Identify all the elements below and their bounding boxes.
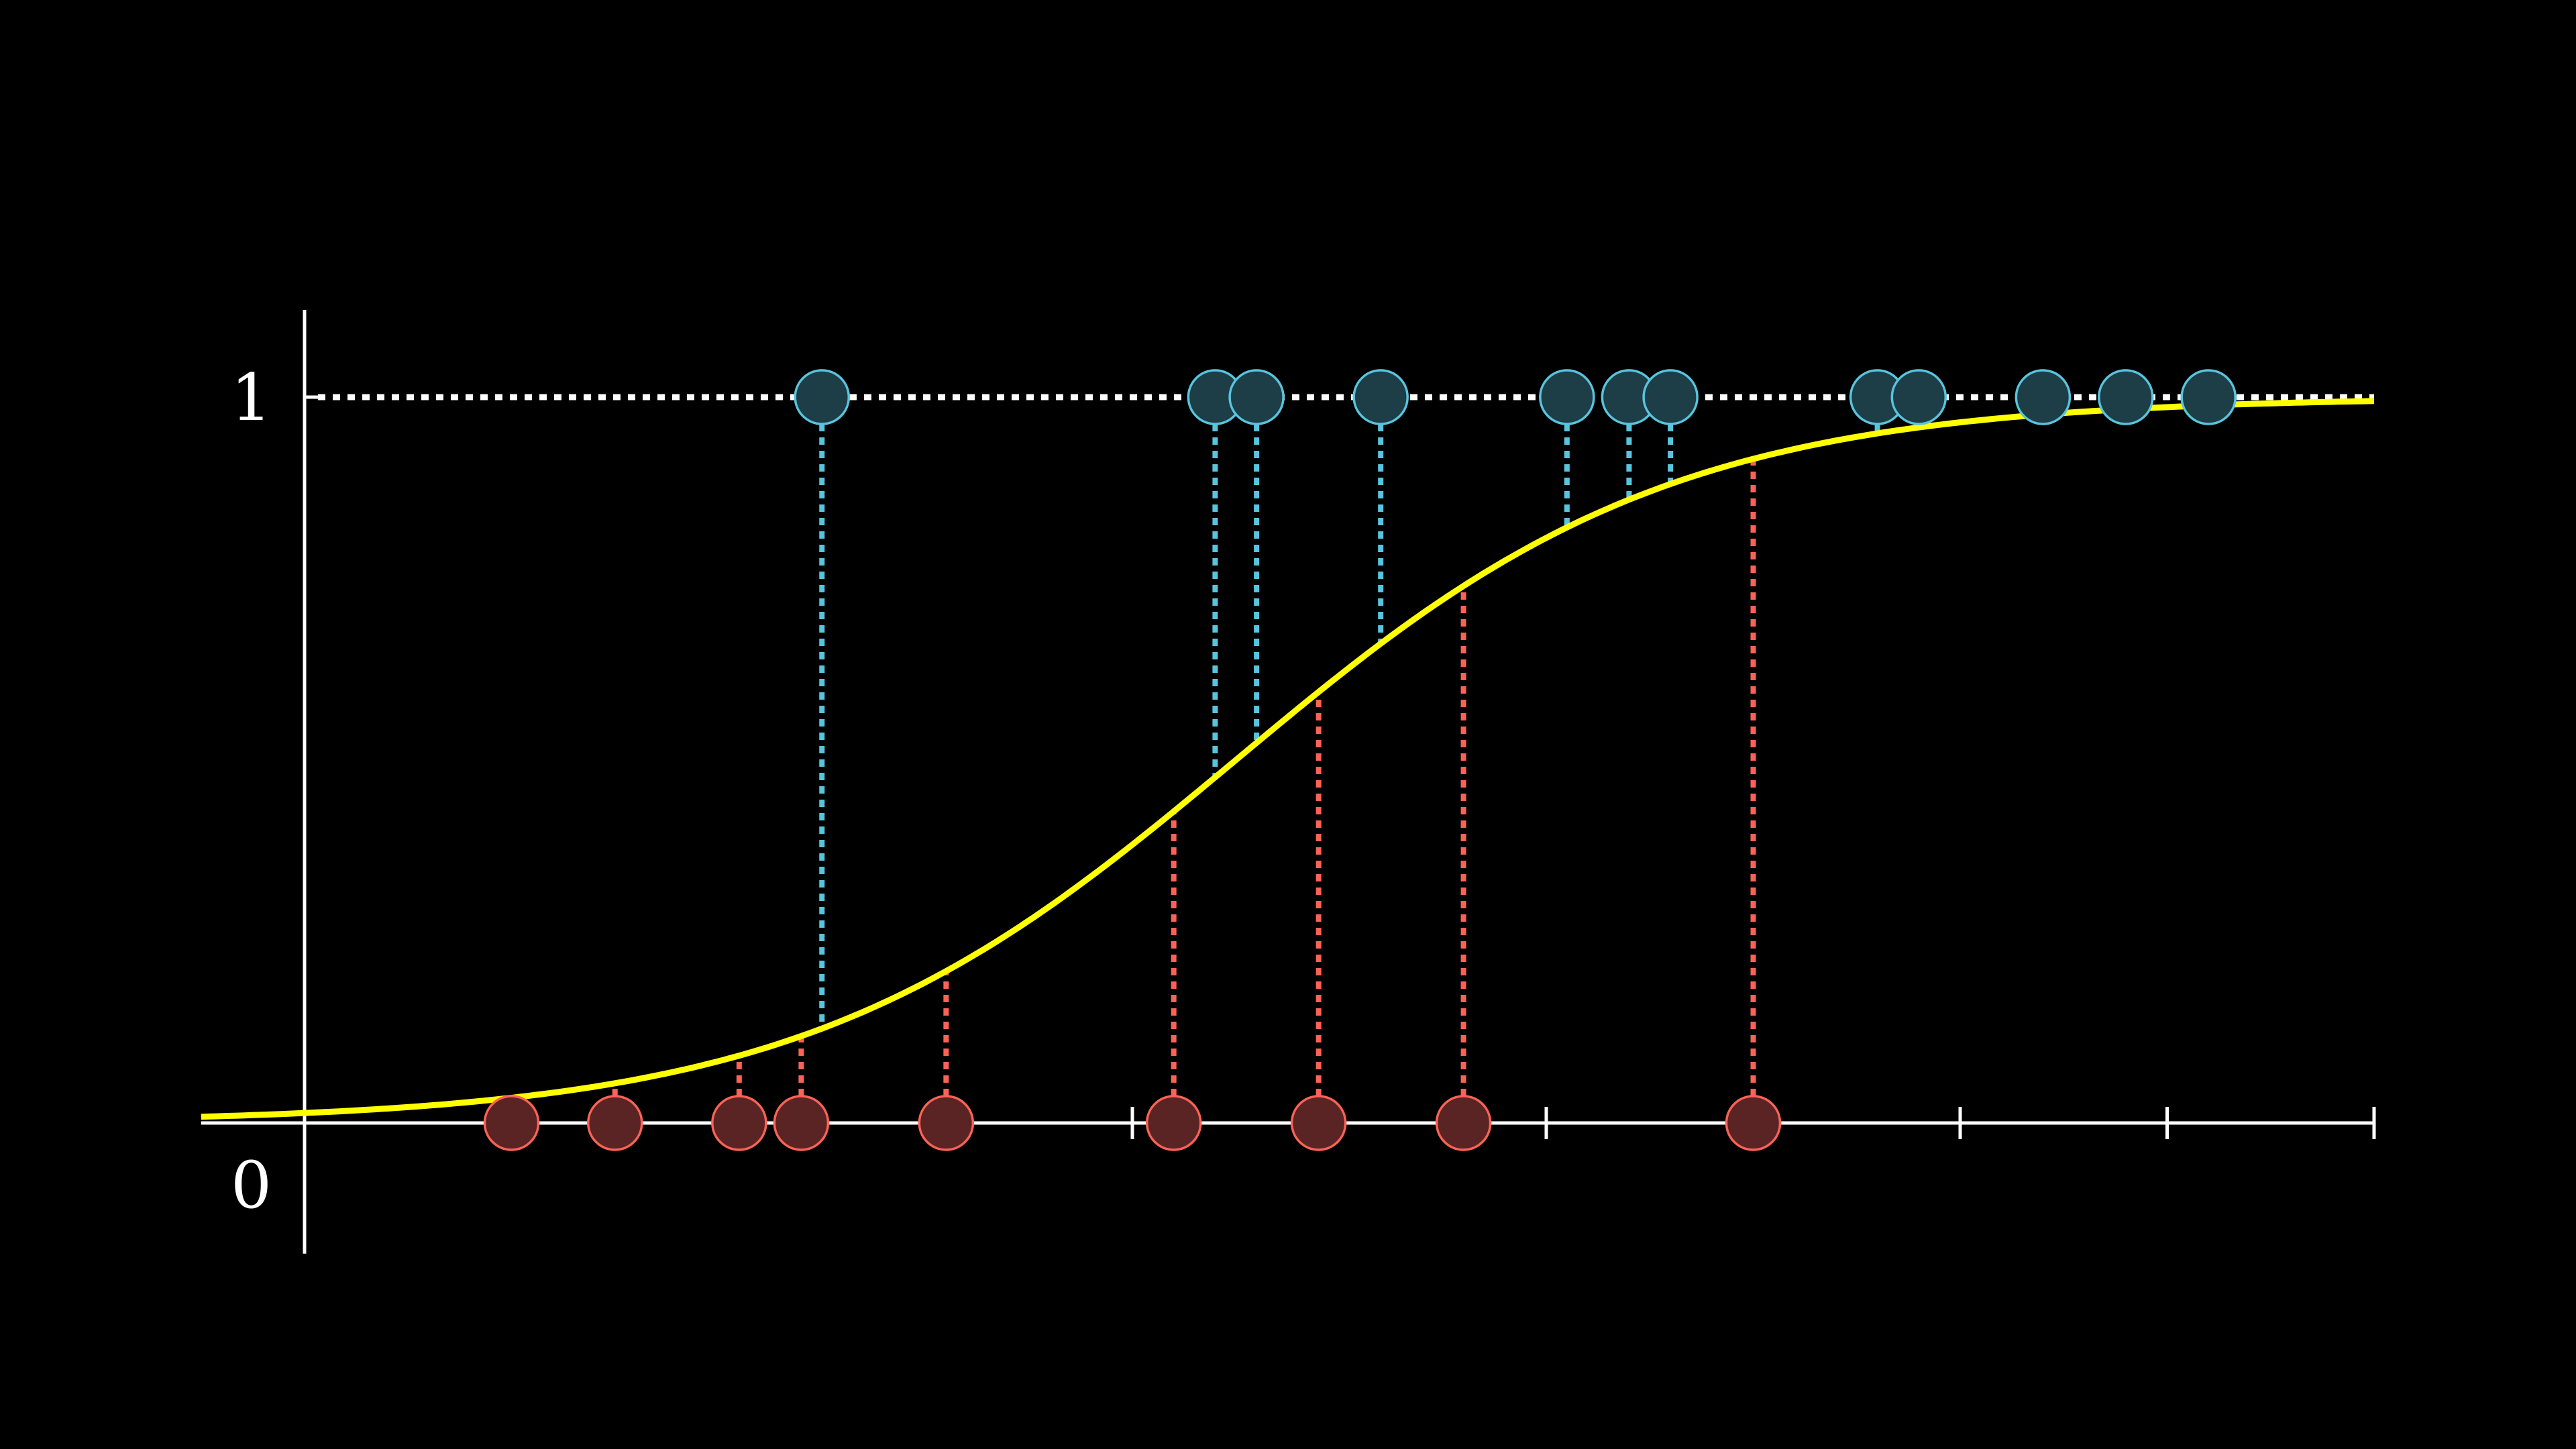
sigmoid-curve	[201, 398, 2375, 1120]
axes	[201, 310, 2376, 1254]
data-point-positive	[1642, 369, 1699, 425]
data-point-positive	[2098, 369, 2154, 425]
y-tick-label-1: 1	[231, 360, 272, 435]
data-point-negative	[1145, 1095, 1202, 1151]
data-point-negative	[483, 1095, 540, 1151]
data-point-negative	[918, 1095, 975, 1151]
data-point-negative	[1725, 1095, 1782, 1151]
data-point-negative	[773, 1095, 830, 1151]
sigmoid-curve-group	[201, 398, 2375, 1120]
data-point-positive	[794, 369, 850, 425]
data-point-positive	[2180, 369, 2237, 425]
drop-lines-group	[508, 397, 2212, 1123]
data-points-group	[483, 369, 2237, 1151]
data-point-negative	[587, 1095, 643, 1151]
data-point-positive	[1539, 369, 1595, 425]
data-point-positive	[1352, 369, 1409, 425]
data-point-positive	[2015, 369, 2072, 425]
data-point-positive	[1228, 369, 1285, 425]
y-tick-label-0: 0	[231, 1148, 272, 1223]
data-point-negative	[711, 1095, 767, 1151]
data-point-positive	[1890, 369, 1947, 425]
data-point-negative	[1290, 1095, 1347, 1151]
data-point-negative	[1435, 1095, 1492, 1151]
